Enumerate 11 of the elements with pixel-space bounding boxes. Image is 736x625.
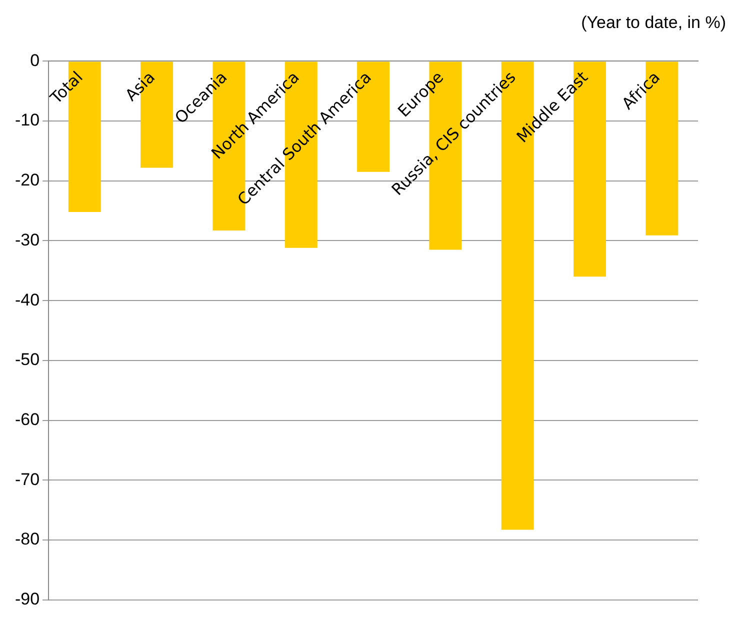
y-tick-label: -10 bbox=[14, 110, 40, 130]
y-tick-label: -60 bbox=[14, 410, 40, 429]
chart-subtitle: (Year to date, in %) bbox=[580, 12, 727, 34]
y-tick-label: -50 bbox=[14, 350, 40, 370]
y-tick-label: -30 bbox=[14, 230, 40, 250]
y-tick-label: 0 bbox=[30, 50, 40, 70]
y-tick-label: -90 bbox=[14, 589, 40, 608]
y-tick-label: -20 bbox=[14, 170, 40, 190]
y-tick-label: -80 bbox=[14, 530, 40, 549]
y-tick-label: -40 bbox=[14, 290, 40, 310]
y-tick-label: -70 bbox=[14, 470, 40, 489]
